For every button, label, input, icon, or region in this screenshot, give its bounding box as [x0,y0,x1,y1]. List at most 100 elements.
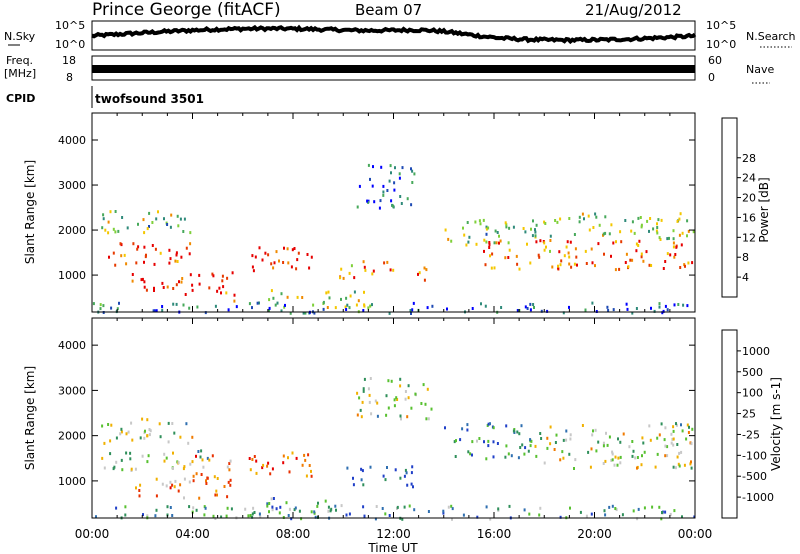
power-cell-90 [172,287,175,290]
power-cell-64 [178,280,180,284]
velocity-cell-392 [220,515,223,519]
velocity-cell-288 [689,462,692,466]
velocity-cell-495 [497,507,500,511]
power-cell-198 [393,188,396,192]
velocity-cell-129 [282,454,285,458]
velocity-cell-105 [226,465,229,469]
power-cell-42 [143,245,146,249]
power-cell-246 [467,240,470,244]
velocity-cell-456 [278,511,281,515]
velocity-cell-76 [227,480,230,484]
power-cell-79 [140,278,143,282]
power-cell-211 [367,163,370,167]
power-cell-59 [188,252,191,256]
time-tick-label-4: 16:00 [477,527,512,541]
power-cell-130 [363,290,365,294]
power-cell-273 [679,266,682,269]
velocity-cell-84 [135,486,137,490]
power-cell-62 [114,263,117,267]
power-cell-15 [176,214,179,218]
power-cell-489 [426,306,429,310]
power-cell-221 [482,218,485,222]
power-cell-112 [282,261,285,264]
power-cell-151 [369,304,372,308]
velocity-cell-446 [604,513,607,517]
power-cell-267 [568,262,571,266]
velocity-cell-486 [294,506,297,510]
power-cell-447 [612,308,615,312]
velocity-cell-316 [617,437,619,441]
y-tick-label-2000: 2000 [58,430,86,443]
velocity-cell-496 [427,510,430,513]
power-cell-71 [175,283,178,287]
velocity-cell-251 [613,463,616,467]
velocity-cell-318 [672,429,675,433]
velocity-cell-472 [310,510,313,514]
velocity-cell-373 [390,379,393,383]
velocity-cell-109 [208,458,211,462]
power-cell-433 [471,307,474,310]
power-cell-304 [645,250,648,254]
power-cell-22 [117,229,120,233]
power-cell-232 [534,228,536,232]
velocity-cell-314 [569,433,572,437]
velocity-cell-480 [614,507,617,510]
velocity-cell-15 [146,418,149,422]
velocity-cell-364 [362,389,365,393]
colorbar-tick-label-0: 4 [742,271,749,284]
velocity-cell-289 [589,465,592,469]
power-cell-281 [535,240,538,244]
power-cell-40 [180,255,183,259]
velocity-cell-476 [693,515,696,519]
velocity-cell-418 [212,514,215,518]
power-cell-84 [131,273,134,276]
power-cell-473 [161,308,164,312]
velocity-cell-196 [524,446,527,450]
power-cell-205 [388,179,391,183]
power-cell-318 [557,266,560,270]
power-cell-195 [371,184,374,188]
power-cell-60 [175,253,178,257]
velocity-cell-133 [308,464,311,467]
colorbar-tick-label-1: 8 [742,251,749,264]
nsearch-label: N.Search [746,30,796,43]
power-cell-5 [109,210,112,214]
power-cell-484 [524,305,527,309]
power-cell-486 [188,306,191,310]
velocity-cell-74 [226,495,229,499]
power-cell-88 [153,286,155,290]
velocity-cell-151 [270,497,273,501]
power-cell-344 [504,256,507,260]
power-cell-343 [567,251,570,255]
power-cell-3 [104,228,107,232]
velocity-cell-97 [183,477,186,481]
velocity-cell-0 [148,428,151,431]
power-cell-389 [648,229,650,233]
power-cell-148 [367,306,370,310]
velocity-cell-220 [529,438,532,442]
power-cell-119 [308,266,311,270]
power-cell-498 [658,305,661,309]
power-cell-149 [344,305,347,309]
time-tick-label-0: 00:00 [75,527,110,541]
time-axis-label: Time UT [367,541,418,554]
power-cell-129 [357,299,360,303]
velocity-cell-326 [628,445,631,449]
time-tick-label-2: 08:00 [276,527,311,541]
power-cell-72 [211,272,214,276]
velocity-cell-210 [519,446,522,449]
power-cell-165 [348,271,351,275]
velocity-cell-416 [559,515,562,519]
velocity-cell-165 [399,476,402,480]
velocity-cell-365 [404,390,407,393]
power-cell-16 [121,216,124,219]
power-cell-97 [231,271,234,275]
power-cell-167 [342,276,345,280]
velocity-cell-389 [288,507,291,511]
velocity-cell-188 [487,444,490,448]
power-cell-244 [483,238,486,242]
velocity-cell-159 [386,466,388,469]
velocity-cell-336 [376,414,379,418]
power-cell-185 [390,171,392,175]
velocity-cell-242 [663,438,666,442]
